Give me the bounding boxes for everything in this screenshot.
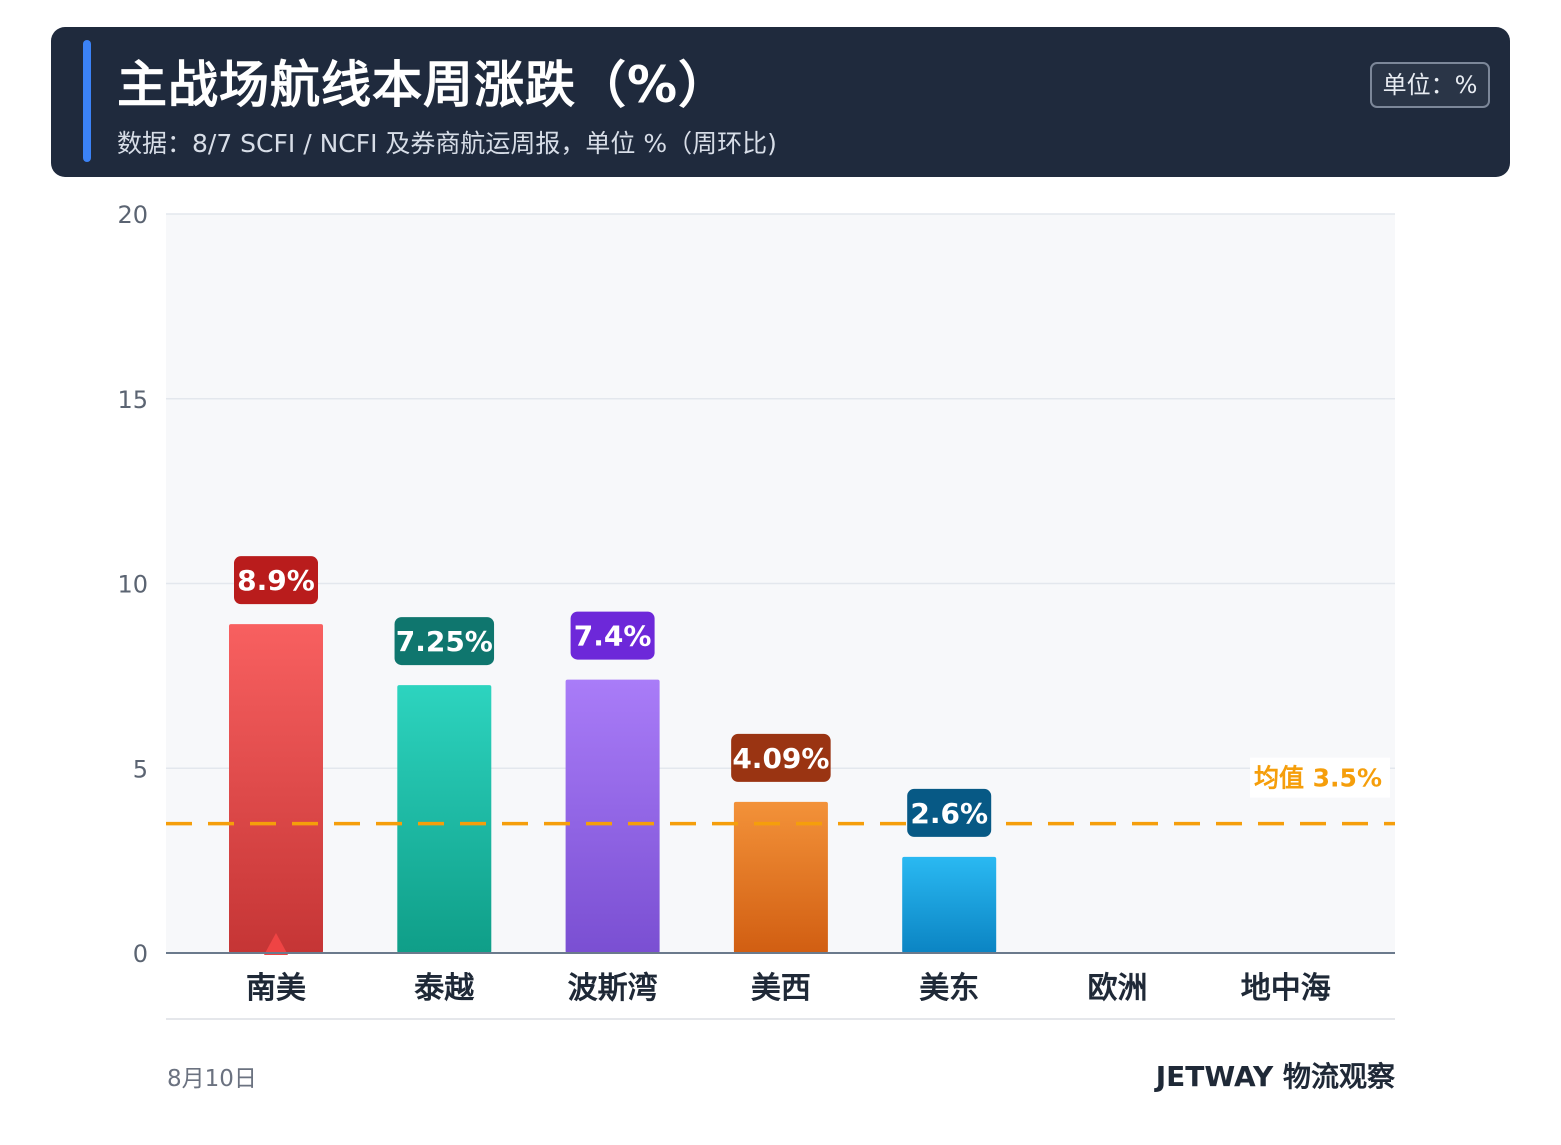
value-label-box bbox=[731, 733, 831, 782]
value-label-box bbox=[570, 611, 655, 660]
footer-brand: JETWAY 物流观察 bbox=[1155, 1060, 1395, 1093]
header-accent-bar bbox=[83, 40, 91, 162]
value-label: 8.9% bbox=[237, 564, 315, 597]
bar-美西 bbox=[733, 801, 828, 953]
average-line-group: 均值 3.5% bbox=[166, 757, 1395, 826]
x-tick-label: 地中海 bbox=[1241, 971, 1331, 1006]
chart-subtitle: 数据：8/7 SCFI / NCFI 及券商航运周报，单位 %（周环比) bbox=[117, 129, 777, 158]
bar-泰越 bbox=[397, 685, 492, 953]
value-label: 7.25% bbox=[396, 625, 493, 658]
value-label: 4.09% bbox=[732, 742, 829, 775]
chart-title: 主战场航线本周涨跌（%） bbox=[117, 56, 730, 114]
average-label-bg bbox=[1250, 757, 1390, 798]
y-tick-label: 15 bbox=[117, 386, 148, 414]
bar-美东 bbox=[902, 856, 997, 953]
x-tick-label: 泰越 bbox=[414, 971, 475, 1006]
y-axis-ticks: 0 5 10 15 20 bbox=[117, 201, 148, 968]
x-tick-label: 波斯湾 bbox=[568, 971, 658, 1006]
y-tick-label: 5 bbox=[133, 755, 148, 783]
y-tick-label: 0 bbox=[133, 940, 148, 968]
value-labels: 8.9% 7.25% 7.4% 4.09% 2.6% bbox=[234, 556, 992, 837]
x-tick-label: 欧洲 bbox=[1088, 971, 1148, 1006]
y-tick-label: 10 bbox=[117, 571, 148, 599]
value-label-box bbox=[394, 617, 495, 666]
average-label: 均值 3.5% bbox=[1254, 764, 1382, 793]
up-triangle-marker bbox=[264, 933, 288, 955]
value-label-box bbox=[907, 788, 992, 837]
value-label: 7.4% bbox=[574, 620, 652, 653]
x-tick-label: 南美 bbox=[246, 971, 306, 1006]
x-axis-ticks: 南美 泰越 波斯湾 美西 美东 欧洲 地中海 bbox=[246, 933, 1331, 1006]
bar-波斯湾 bbox=[565, 679, 660, 953]
unit-badge: 单位：% bbox=[1370, 62, 1490, 108]
value-label-box bbox=[234, 556, 318, 605]
y-tick-label: 20 bbox=[117, 201, 148, 229]
footer-date: 8月10日 bbox=[167, 1066, 257, 1092]
bars bbox=[229, 624, 997, 953]
chart-header: 主战场航线本周涨跌（%） 数据：8/7 SCFI / NCFI 及券商航运周报，… bbox=[51, 27, 1510, 177]
x-tick-label: 美西 bbox=[751, 971, 811, 1006]
bar-南美 bbox=[229, 624, 323, 953]
x-tick-label: 美东 bbox=[919, 971, 979, 1006]
value-label: 2.6% bbox=[910, 797, 988, 830]
